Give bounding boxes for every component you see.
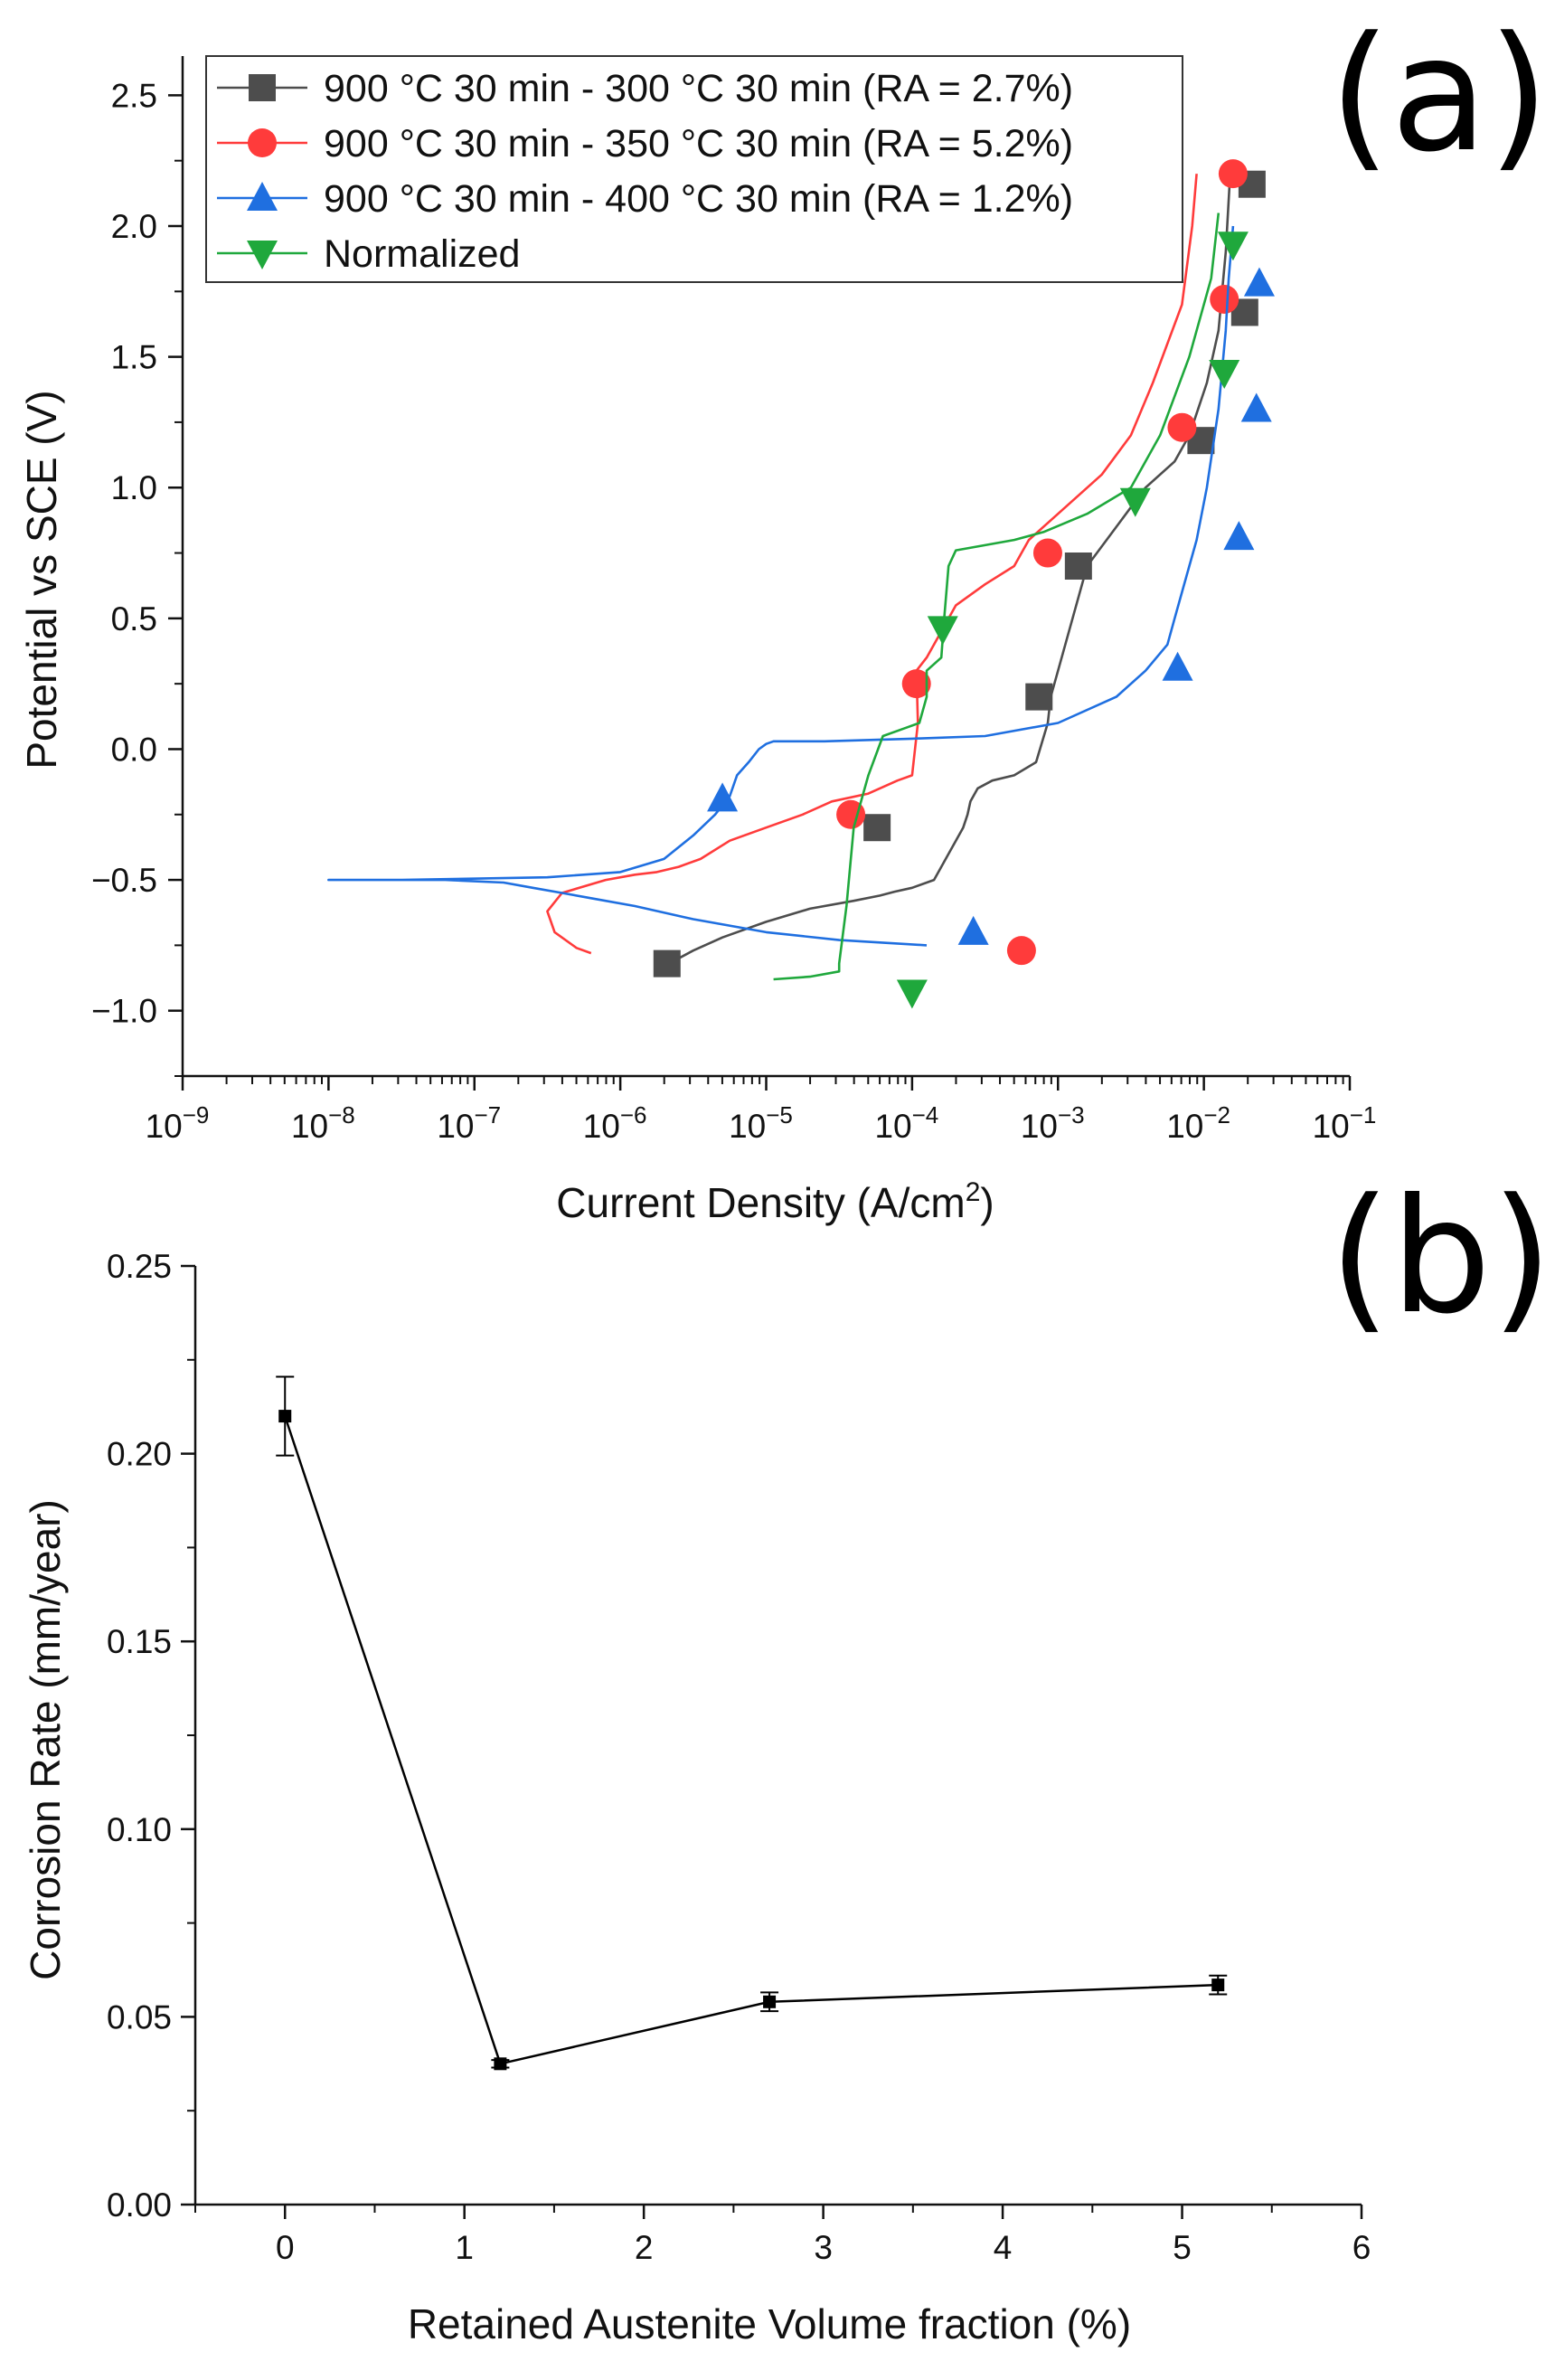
series-2-marker xyxy=(1210,284,1239,314)
legend-label: 900 °C 30 min - 300 °C 30 min (RA = 2.7%… xyxy=(324,67,1073,110)
panel-b-y-axis-title: Corrosion Rate (mm/year) xyxy=(22,1499,69,1980)
series-1-marker xyxy=(653,949,681,978)
series-2-marker xyxy=(901,669,931,699)
legend-label: Normalized xyxy=(324,232,520,276)
panel-a-chart: (a) 2.5 2.0 1.5 1.0 0.5 0.0 −0.5 −1.0 10−9 10−8 10… xyxy=(18,4,1550,1226)
panel-a-y-axis-title: Potential vs SCE (V) xyxy=(18,390,65,769)
x-tick-label: 2 xyxy=(635,2229,654,2266)
y-tick-label: 0.05 xyxy=(107,1998,172,2035)
y-tick-label: 0.00 xyxy=(107,2186,172,2224)
x-tick-label: 3 xyxy=(814,2229,833,2266)
series-1-marker xyxy=(1025,683,1053,711)
y-tick-label: 2.0 xyxy=(111,208,157,245)
y-tick-label: 0.20 xyxy=(107,1436,172,1473)
series-4-marker xyxy=(1217,231,1249,261)
y-tick-label: 0.25 xyxy=(107,1248,172,1285)
legend-marker xyxy=(247,241,278,269)
series-3-marker xyxy=(1243,267,1275,297)
x-tick-label: 10−8 xyxy=(291,1101,355,1145)
series-4-marker xyxy=(1209,359,1240,389)
panel-a-x-axis-title: Current Density (A/cm2) xyxy=(556,1177,994,1226)
series-1-marker xyxy=(863,814,891,842)
y-tick-label: 0.10 xyxy=(107,1811,172,1848)
series-2-marker xyxy=(1218,159,1248,189)
series-3-marker xyxy=(957,915,989,945)
series-4-marker xyxy=(896,979,928,1009)
panel-b-label: (b) xyxy=(1329,1166,1553,1349)
data-point xyxy=(1211,1979,1225,1992)
series-3-marker xyxy=(1162,651,1193,681)
data-point xyxy=(494,2057,507,2071)
series-3-marker xyxy=(1223,521,1255,551)
series-line-3 xyxy=(327,225,1235,947)
x-tick-label: 0 xyxy=(276,2229,295,2266)
legend-marker xyxy=(247,182,278,211)
legend-marker xyxy=(248,128,277,157)
data-point xyxy=(278,1410,292,1423)
series-line-2 xyxy=(546,174,1198,955)
y-tick-label: 0.0 xyxy=(111,731,157,768)
series-3-marker xyxy=(1240,392,1272,422)
y-tick-label: 2.5 xyxy=(111,77,157,114)
legend-marker xyxy=(249,74,276,101)
series-4-marker xyxy=(1119,487,1151,517)
x-tick-label: 10−9 xyxy=(146,1101,210,1145)
legend-label: 900 °C 30 min - 400 °C 30 min (RA = 1.2%… xyxy=(324,177,1073,221)
series-line-1 xyxy=(669,174,1231,965)
y-tick-label: 0.15 xyxy=(107,1623,172,1660)
x-tick-label: 10−3 xyxy=(1021,1101,1085,1145)
legend-box xyxy=(205,55,1183,283)
series-2-marker xyxy=(1006,936,1036,966)
series-2-marker xyxy=(1032,538,1062,568)
panel-b-x-axis-title: Retained Austenite Volume fraction (%) xyxy=(408,2300,1131,2347)
x-tick-label: 5 xyxy=(1173,2229,1192,2266)
data-point xyxy=(763,1995,777,2008)
y-tick-label: −1.0 xyxy=(91,993,157,1030)
y-tick-label: 0.5 xyxy=(111,600,157,638)
legend: 900 °C 30 min - 300 °C 30 min (RA = 2.7%… xyxy=(205,55,1183,283)
series-2-marker xyxy=(1167,412,1197,442)
legend-label: 900 °C 30 min - 350 °C 30 min (RA = 5.2%… xyxy=(324,122,1073,165)
series-3-marker xyxy=(707,782,739,812)
y-tick-label: 1.0 xyxy=(111,469,157,506)
x-tick-label: 1 xyxy=(455,2229,474,2266)
series-2-marker xyxy=(836,799,866,829)
x-tick-label: 10−6 xyxy=(583,1101,647,1145)
series-4-marker xyxy=(927,616,958,646)
x-tick-label: 10−4 xyxy=(874,1101,938,1145)
x-tick-label: 10−2 xyxy=(1166,1101,1230,1145)
y-tick-label: 1.5 xyxy=(111,339,157,376)
series-1-marker xyxy=(1064,552,1092,580)
x-tick-label: 4 xyxy=(994,2229,1013,2266)
panel-a-label: (a) xyxy=(1329,4,1550,187)
corrosion-rate-line xyxy=(284,1415,1219,2065)
series-line-4 xyxy=(773,212,1220,981)
y-tick-label: −0.5 xyxy=(91,862,157,899)
x-tick-label: 10−5 xyxy=(729,1101,793,1145)
panel-b-chart: (b) 0.00 0.05 0.10 0.15 0.20 0.25 0 1 2 3 4 5 6 Corr… xyxy=(22,1166,1553,2347)
x-tick-label: 10−1 xyxy=(1313,1101,1377,1145)
x-tick-label: 10−7 xyxy=(437,1101,501,1145)
x-tick-label: 6 xyxy=(1352,2229,1371,2266)
